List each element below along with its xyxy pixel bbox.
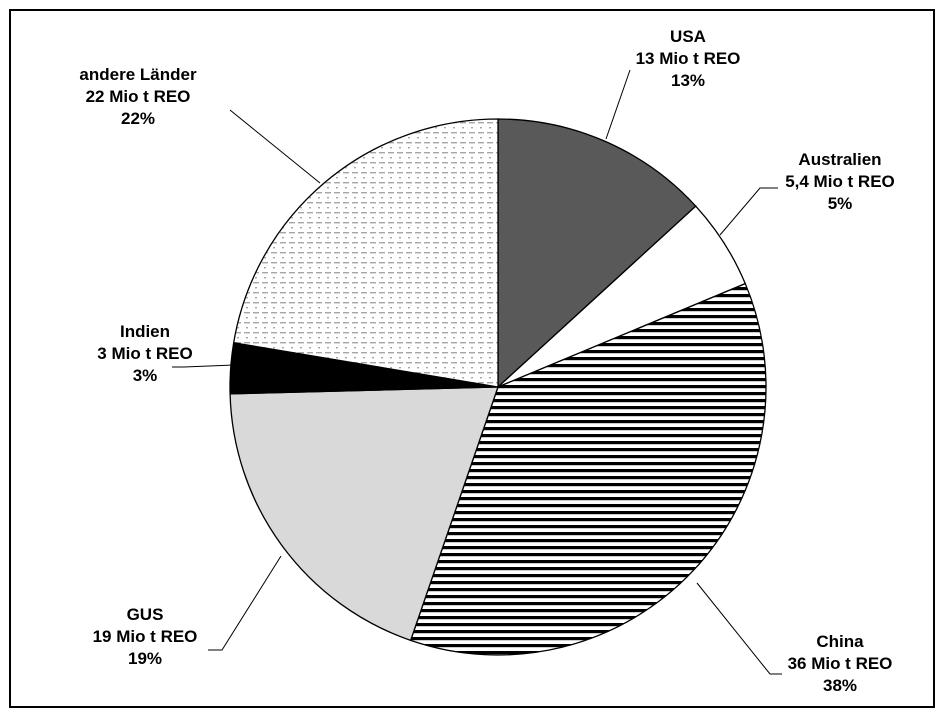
leader-lines bbox=[172, 69, 782, 675]
label-percent-australien: 5% bbox=[828, 194, 853, 213]
data-label-usa: USA 13 Mio t REO 13% bbox=[636, 27, 741, 90]
label-category-indien: Indien bbox=[120, 322, 170, 341]
label-amount-china: 36 Mio t REO bbox=[788, 654, 893, 673]
data-label-gus: GUS 19 Mio t REO 19% bbox=[93, 605, 198, 668]
label-amount-andere-laender: 22 Mio t REO bbox=[86, 87, 191, 106]
data-label-australien: Australien 5,4 Mio t REO 5% bbox=[785, 150, 895, 213]
label-category-china: China bbox=[816, 632, 864, 651]
label-amount-usa: 13 Mio t REO bbox=[636, 49, 741, 68]
label-percent-china: 38% bbox=[823, 676, 857, 695]
pie-slice-china bbox=[409, 282, 767, 656]
label-percent-andere-laender: 22% bbox=[121, 109, 155, 128]
pie-slice-usa bbox=[497, 118, 697, 389]
label-amount-australien: 5,4 Mio t REO bbox=[785, 172, 895, 191]
label-category-australien: Australien bbox=[798, 150, 881, 169]
pie-slice-andere-laender bbox=[232, 118, 499, 388]
data-label-china: China 36 Mio t REO 38% bbox=[788, 632, 893, 695]
leader-line-indien bbox=[172, 364, 235, 368]
pie-slices bbox=[229, 118, 767, 656]
leader-line-usa bbox=[605, 69, 631, 140]
label-percent-indien: 3% bbox=[133, 366, 158, 385]
label-percent-gus: 19% bbox=[128, 649, 162, 668]
label-category-usa: USA bbox=[670, 27, 706, 46]
label-percent-usa: 13% bbox=[671, 71, 705, 90]
label-amount-gus: 19 Mio t REO bbox=[93, 627, 198, 646]
data-label-indien: Indien 3 Mio t REO 3% bbox=[97, 322, 192, 385]
label-category-andere-laender: andere Länder bbox=[79, 65, 197, 84]
data-labels: USA 13 Mio t REO 13% Australien 5,4 Mio t RE… bbox=[79, 27, 894, 695]
leader-line-australien bbox=[719, 187, 778, 236]
data-label-andere-laender: andere Länder 22 Mio t REO 22% bbox=[79, 65, 197, 128]
leader-line-andere-laender bbox=[229, 109, 321, 184]
label-amount-indien: 3 Mio t REO bbox=[97, 344, 192, 363]
leader-line-gus bbox=[208, 555, 282, 651]
leader-line-china bbox=[696, 582, 782, 675]
label-category-gus: GUS bbox=[127, 605, 164, 624]
pie-slice-gus bbox=[229, 386, 499, 642]
